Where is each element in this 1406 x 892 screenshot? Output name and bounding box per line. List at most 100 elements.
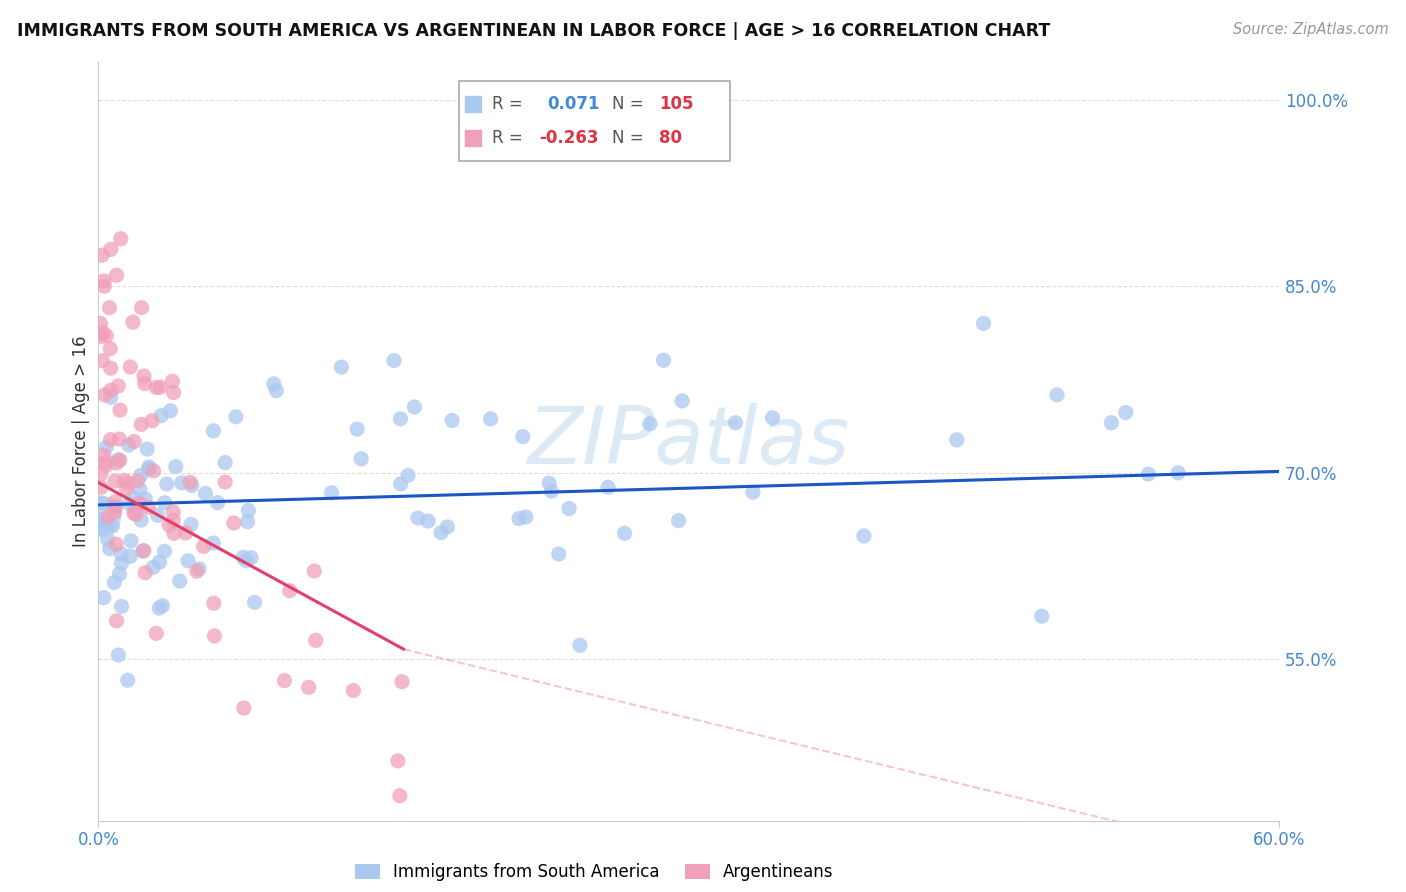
Point (96, 516, 118, 531)
Point (93, 279, 115, 293)
Point (117, 476, 139, 491)
Point (103, 575, 125, 590)
Point (1031, 609, 1053, 624)
Point (391, 674, 413, 689)
Point (235, 554, 257, 568)
Point (153, 544, 176, 558)
Point (305, 633, 328, 648)
Point (129, 513, 152, 527)
Point (149, 380, 172, 394)
Point (404, 400, 426, 414)
Point (122, 506, 145, 520)
Point (382, 353, 405, 368)
Point (558, 501, 581, 516)
Text: 105: 105 (659, 95, 695, 113)
Point (162, 513, 184, 527)
Point (132, 544, 155, 558)
Point (100, 433, 122, 447)
Point (194, 486, 217, 500)
Point (108, 566, 131, 581)
Point (96, 440, 118, 454)
Point (145, 380, 167, 394)
Point (671, 393, 693, 408)
Point (236, 515, 259, 529)
Point (115, 482, 138, 496)
Point (108, 403, 131, 417)
Point (240, 550, 263, 565)
Point (138, 500, 160, 515)
Point (90, 480, 112, 494)
Point (132, 369, 155, 384)
Point (298, 681, 321, 695)
Point (136, 442, 159, 456)
Point (238, 503, 260, 517)
Point (105, 537, 128, 551)
Point (89, 509, 111, 524)
Text: Source: ZipAtlas.com: Source: ZipAtlas.com (1233, 22, 1389, 37)
Point (93, 274, 115, 288)
Point (120, 359, 142, 374)
Point (396, 468, 419, 483)
Point (110, 232, 132, 246)
Point (742, 485, 765, 500)
Point (214, 456, 236, 470)
Point (180, 517, 202, 532)
Point (547, 547, 569, 561)
Point (638, 417, 661, 431)
Point (134, 491, 156, 506)
Point (321, 485, 343, 500)
Point (125, 508, 148, 522)
Point (852, 529, 875, 543)
Point (596, 480, 619, 494)
Point (114, 474, 136, 488)
Point (105, 614, 128, 628)
Point (232, 701, 254, 715)
Point (122, 434, 145, 449)
Point (142, 560, 165, 574)
Point (406, 511, 429, 525)
Point (162, 374, 184, 388)
Point (94, 458, 117, 473)
Point (207, 495, 229, 509)
Point (568, 638, 591, 652)
Point (103, 505, 125, 519)
Point (263, 376, 285, 391)
Point (180, 478, 202, 492)
Point (108, 432, 131, 446)
Point (1167, 466, 1189, 480)
Point (142, 464, 165, 478)
Point (97, 533, 120, 547)
Y-axis label: In Labor Force | Age > 16: In Labor Force | Age > 16 (72, 335, 90, 548)
Point (93, 388, 115, 402)
Point (387, 754, 409, 768)
Point (193, 540, 215, 554)
Point (117, 673, 139, 688)
Point (108, 453, 131, 467)
Point (170, 475, 193, 490)
Text: N =: N = (612, 129, 644, 147)
Point (127, 474, 149, 488)
Point (156, 477, 179, 491)
Point (330, 359, 353, 374)
Point (100, 361, 122, 376)
Point (150, 599, 173, 613)
Point (163, 526, 186, 541)
Point (91, 496, 114, 510)
Point (93, 448, 115, 462)
Point (110, 556, 132, 570)
Point (145, 626, 167, 640)
Point (134, 566, 156, 580)
Point (222, 516, 245, 530)
FancyBboxPatch shape (458, 81, 730, 161)
Point (389, 411, 412, 425)
Point (98, 342, 121, 356)
Point (90, 467, 112, 481)
Point (972, 317, 994, 331)
Point (186, 564, 208, 578)
Point (89, 513, 111, 527)
Point (350, 451, 373, 466)
Text: ZIPatlas: ZIPatlas (527, 402, 851, 481)
Point (346, 422, 368, 436)
Point (430, 525, 453, 540)
Point (118, 497, 141, 511)
